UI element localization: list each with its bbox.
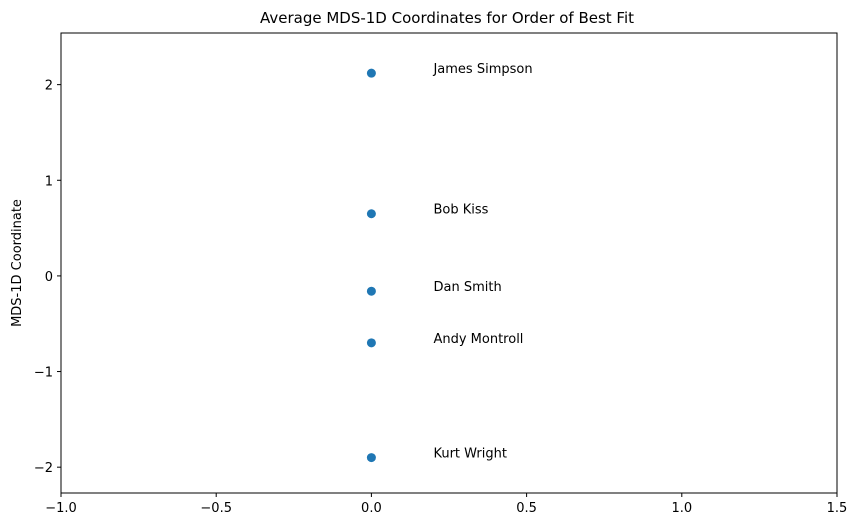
plot-area: −1.0 −0.5 0.0 0.5 1.0 1.5 −2 −1 0 1 2 James Simpson… — [34, 62, 848, 516]
data-point — [366, 453, 376, 463]
x-tick-label: 0.0 — [361, 501, 382, 516]
data-point — [366, 338, 376, 348]
plot-frame — [60, 32, 838, 494]
point-label: Dan Smith — [433, 280, 501, 295]
x-tick-label: 1.0 — [671, 501, 692, 516]
chart-title: Average MDS-1D Coordinates for Order of … — [260, 9, 634, 27]
data-point — [366, 209, 376, 219]
point-label: Kurt Wright — [433, 447, 507, 462]
x-tick-label: −0.5 — [200, 501, 232, 516]
y-tick-label: −2 — [34, 461, 53, 476]
x-tick-label: 1.5 — [827, 501, 848, 516]
data-point — [366, 286, 376, 296]
y-tick-label: 1 — [45, 174, 53, 189]
y-tick-label: 0 — [45, 270, 53, 285]
y-axis-label: MDS-1D Coordinate — [10, 199, 25, 327]
point-label: James Simpson — [432, 62, 532, 77]
point-label: Bob Kiss — [433, 203, 488, 218]
x-tick-label: 0.5 — [516, 501, 537, 516]
data-point — [366, 68, 376, 78]
y-tick-label: −1 — [34, 366, 53, 381]
y-tick-label: 2 — [45, 79, 53, 94]
x-tick-label: −1.0 — [45, 501, 77, 516]
point-label: Andy Montroll — [433, 332, 523, 347]
